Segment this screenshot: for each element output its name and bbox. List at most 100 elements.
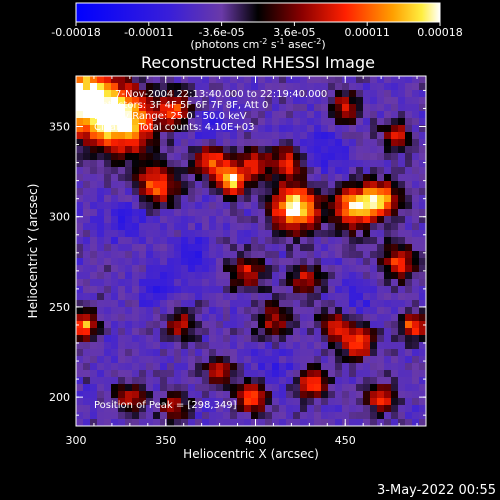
footer-timestamp: 3-May-2022 00:55 [377,483,496,498]
heatmap-cell [405,237,413,245]
heatmap-cell [153,314,161,322]
heatmap-cell [391,356,399,364]
heatmap-cell [153,195,161,203]
heatmap-cell [167,377,175,385]
heatmap-cell [188,83,196,91]
heatmap-cell [272,419,280,426]
heatmap-cell [76,244,84,252]
heatmap-cell [370,237,378,245]
heatmap-cell [97,370,105,378]
heatmap-cell [300,160,308,168]
heatmap-cell [244,146,252,154]
heatmap-cell [97,202,105,210]
heatmap-cell [258,139,266,147]
heatmap-cell [90,342,98,350]
heatmap-cell [321,244,329,252]
heatmap-cell [391,223,399,231]
heatmap-cell [139,104,147,112]
heatmap-cell [286,237,294,245]
heatmap-cell [230,167,238,175]
heatmap-cell [391,251,399,259]
heatmap-cell [223,216,231,224]
heatmap-cell [265,251,273,259]
heatmap-cell [356,377,364,385]
heatmap-cell [111,230,119,238]
heatmap-cell [321,104,329,112]
heatmap-cell [237,244,245,252]
heatmap-cell [146,349,154,357]
heatmap-cell [132,83,140,91]
heatmap-cell [209,279,217,287]
heatmap-cell [293,132,301,140]
heatmap-cell [293,412,301,420]
heatmap-cell [328,216,336,224]
heatmap-cell [111,90,119,98]
heatmap-cell [97,328,105,336]
heatmap-cell [139,111,147,119]
heatmap-cell [405,174,413,182]
heatmap-cell [335,258,343,266]
heatmap-cell [412,286,420,294]
heatmap-cell [321,342,329,350]
heatmap-cell [342,223,350,231]
heatmap-cell [104,181,112,189]
heatmap-cell [265,146,273,154]
heatmap-cell [153,258,161,266]
heatmap-cell [237,153,245,161]
heatmap-cell [202,111,210,119]
heatmap-cell [76,279,84,287]
heatmap-cell [209,377,217,385]
heatmap-cell [279,405,287,413]
heatmap-cell [167,419,175,426]
heatmap-cell [125,251,133,259]
heatmap-cell [167,384,175,392]
heatmap-cell [118,97,126,105]
heatmap-cell [209,419,217,426]
heatmap-cell [321,216,329,224]
heatmap-cell [76,104,84,112]
heatmap-cell [188,237,196,245]
heatmap-cell [391,419,399,426]
heatmap-cell [223,265,231,273]
heatmap-cell [356,363,364,371]
heatmap-cell [125,195,133,203]
heatmap-cell [90,300,98,308]
heatmap-cell [321,90,329,98]
heatmap-cell [104,125,112,133]
heatmap-cell [328,90,336,98]
heatmap-cell [342,83,350,91]
heatmap-cell [412,125,420,133]
heatmap-cell [202,251,210,259]
heatmap-cell [230,244,238,252]
heatmap-cell [405,314,413,322]
heatmap-cell [188,76,196,84]
heatmap-cell [104,335,112,343]
heatmap-cell [90,216,98,224]
heatmap-cell [125,286,133,294]
heatmap-cell [83,216,91,224]
heatmap-cell [321,377,329,385]
heatmap-cell [90,209,98,217]
heatmap-cell [342,300,350,308]
heatmap-cell [391,384,399,392]
heatmap-cell [251,216,259,224]
heatmap-cell [104,356,112,364]
heatmap-cell [146,83,154,91]
heatmap-cell [300,384,308,392]
heatmap-cell [104,384,112,392]
heatmap-cell [195,244,203,252]
heatmap-cell [314,174,322,182]
heatmap-cell [104,111,112,119]
heatmap-cell [272,314,280,322]
heatmap-cell [209,146,217,154]
heatmap-cell [265,419,273,426]
heatmap-cell [132,195,140,203]
heatmap-cell [272,188,280,196]
heatmap-cell [230,307,238,315]
heatmap-cell [174,83,182,91]
heatmap-cell [167,83,175,91]
heatmap-cell [349,230,357,238]
heatmap-cell [328,307,336,315]
heatmap-cell [293,146,301,154]
heatmap-cell [209,244,217,252]
